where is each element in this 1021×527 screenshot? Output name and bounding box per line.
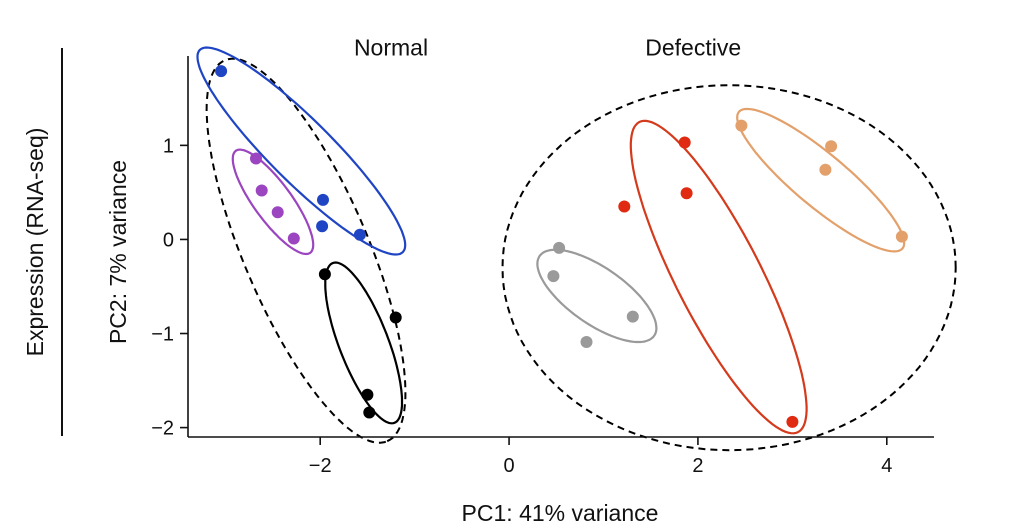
data-point-black-2 — [389, 311, 402, 324]
data-point-red-4 — [786, 415, 799, 428]
data-point-orange-3 — [819, 163, 832, 176]
data-point-red-1 — [618, 200, 631, 213]
cluster-ellipse-orange — [736, 107, 906, 253]
y-tick-label-3: −1 — [151, 324, 174, 346]
cluster-ellipse-red — [629, 119, 808, 435]
cluster-ellipse-black — [324, 261, 404, 425]
data-point-layer — [215, 65, 908, 428]
y-tick-label-4: −2 — [151, 418, 174, 440]
outer-boundary-normal — [205, 57, 407, 444]
data-point-purple-1 — [250, 152, 262, 165]
y-tick-label-2: 0 — [163, 229, 174, 251]
cluster-ellipse-gray — [536, 248, 658, 344]
x-tick-label-3: 2 — [692, 455, 703, 477]
data-point-gray-3 — [580, 336, 593, 348]
x-tick-label-2: 0 — [504, 455, 515, 477]
data-point-orange-2 — [825, 140, 838, 153]
cluster-ellipse-purple — [231, 148, 315, 256]
data-point-black-1 — [318, 268, 331, 281]
x-axis-label: PC1: 41% variance — [462, 500, 659, 526]
data-point-gray-4 — [626, 310, 639, 323]
data-point-blue-3 — [316, 220, 329, 233]
data-point-blue-1 — [215, 65, 228, 78]
group-label-normal: Normal — [354, 34, 428, 60]
side-label-expression: Expression (RNA-seq) — [22, 128, 48, 357]
cluster-ellipse-blue — [196, 46, 407, 256]
cluster-ellipse-layer — [196, 46, 906, 435]
x-tick-label-4: 4 — [881, 455, 892, 477]
data-point-purple-4 — [287, 232, 300, 245]
data-point-gray-2 — [547, 270, 560, 283]
group-boundary-layer — [205, 57, 957, 452]
y-axis-label: PC2: 7% variance — [105, 160, 131, 344]
data-point-orange-4 — [895, 230, 908, 243]
x-tick-label-1: −2 — [309, 455, 332, 477]
data-point-blue-2 — [317, 193, 329, 206]
data-point-red-2 — [678, 136, 691, 149]
outer-boundary-defective — [501, 84, 957, 452]
data-point-gray-1 — [553, 241, 566, 254]
axes: −2 0 2 4 1 0 −1 −2 — [151, 56, 934, 477]
data-point-black-3 — [361, 388, 374, 401]
data-point-red-3 — [680, 187, 693, 200]
data-point-purple-2 — [255, 184, 268, 197]
data-point-blue-4 — [353, 228, 366, 241]
group-label-defective: Defective — [645, 34, 741, 60]
data-point-purple-3 — [271, 206, 284, 219]
data-point-black-4 — [363, 406, 376, 419]
y-tick-label-1: 1 — [163, 135, 174, 157]
data-point-orange-1 — [735, 119, 748, 132]
